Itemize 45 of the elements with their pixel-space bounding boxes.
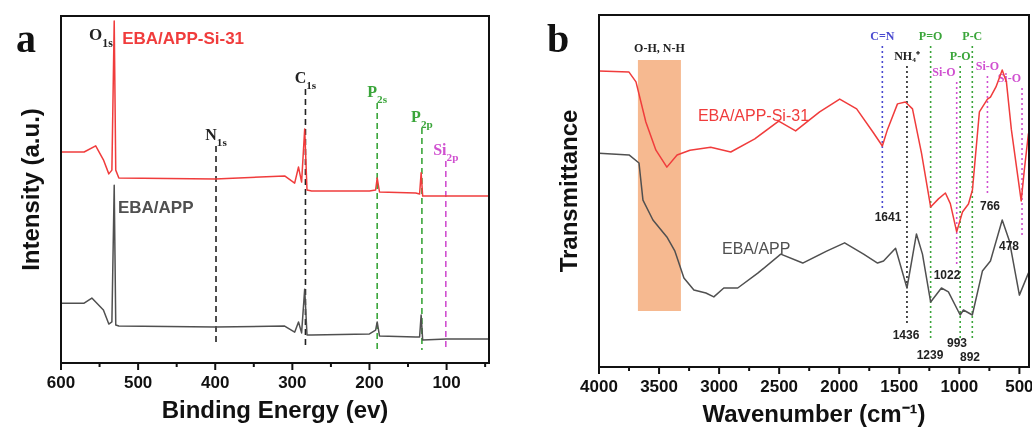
ref-line-label: P-O [949,49,971,63]
x-tick-label: 200 [355,373,384,392]
x-axis-title: Binding Energy (ev) [161,396,389,423]
band-label: O-H, N-H [634,41,686,55]
y-axis-title: Transmittance [555,109,582,273]
annotation: 1641 [874,210,902,224]
annotation: 892 [959,350,981,364]
x-tick-label: 1000 [940,377,979,396]
x-tick-label: 500 [123,373,153,392]
annotation: 766 [979,199,1001,213]
ref-line-label: P$_{2p}$ [411,108,433,130]
x-tick-label: 2000 [820,377,859,396]
x-tick-label: 2500 [760,377,799,396]
chart-title: b [547,16,570,61]
x-tick-label: 3500 [640,377,678,396]
annotation: 1239 [916,348,944,362]
x-tick-label: 400 [201,373,230,392]
ref-line-label: P=O [918,29,943,43]
ref-line-label: C=N [870,29,895,43]
series-label: EBA/APP [117,198,194,218]
series-label: EBA/APP-Si-31 [697,106,810,124]
ref-line-label: P-C [962,29,983,43]
annotation: 1436 [892,328,920,342]
x-tick-label: 500 [1005,377,1032,396]
ref-line-label: Si-O [975,59,1000,73]
series-label: EBA/APP [721,240,791,258]
x-tick-label: 3000 [700,377,739,396]
ref-line-label: NH₄⁺ [894,49,920,63]
x-tick-label: 4000 [580,377,618,396]
annotation: 1022 [933,268,961,282]
x-tick-label: 300 [278,373,307,392]
y-axis-title: Intensity (a.u.) [17,108,44,271]
annotation: O$_{1s}$ [89,25,114,50]
ref-line-label: P$_{2s}$ [367,83,388,105]
chart-title: a [16,16,36,61]
ref-line-label: C$_{1s}$ [294,69,317,91]
x-tick-label: 100 [432,373,461,392]
x-tick-label: 600 [46,373,76,392]
ref-line-label: Si-O [932,65,956,79]
x-axis-title: Wavenumber (cm⁻¹) [702,400,926,427]
ref-line-label: N$_{1s}$ [205,126,228,148]
x-tick-label: 1500 [880,377,919,396]
series-label: EBA/APP-Si-31 [122,28,245,48]
annotation: 993 [946,336,968,350]
ref-line-label: Si$_{2p}$ [433,141,459,163]
